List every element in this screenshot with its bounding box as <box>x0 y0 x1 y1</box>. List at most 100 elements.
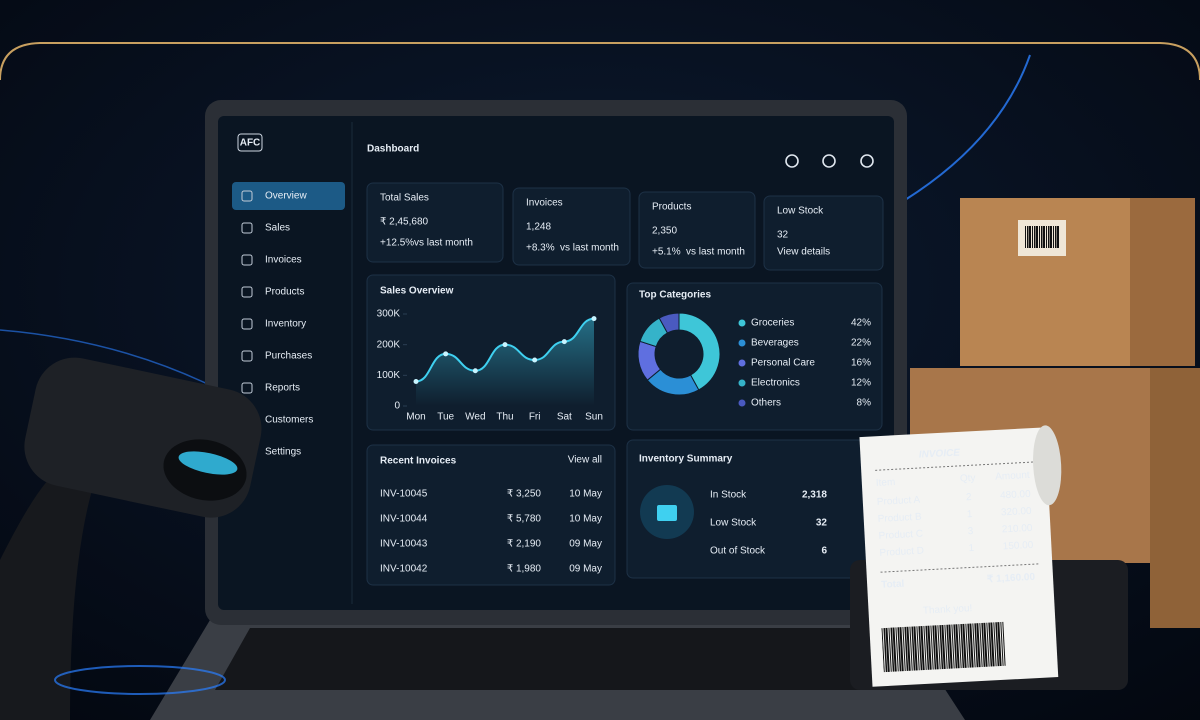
stat-note: vs last month <box>560 243 619 254</box>
logo: AFC <box>240 138 261 149</box>
rule <box>875 461 1035 471</box>
invoice-id: INV-10042 <box>380 564 428 575</box>
nav-item[interactable]: Customers <box>265 415 313 426</box>
receipt-cell: 1 <box>967 509 974 520</box>
scanner <box>0 357 262 720</box>
nav-item[interactable]: Sales <box>265 223 290 234</box>
inventory-value: 2,318 <box>802 490 827 501</box>
stat-card <box>512 187 631 266</box>
nav-active <box>232 182 345 210</box>
receipt-footer: Thank you! <box>923 603 973 617</box>
x-tick-label: Fri <box>529 412 541 423</box>
line-point <box>472 368 478 374</box>
stat-label: Invoices <box>526 198 563 209</box>
receipt-title: INVOICE <box>919 447 961 460</box>
stat-label: Total Sales <box>380 193 429 204</box>
header-icon[interactable] <box>822 154 836 168</box>
x-tick-label: Sun <box>585 412 603 423</box>
stat-value: ₹ 2,45,680 <box>380 217 429 228</box>
legend-value: 22% <box>851 338 871 349</box>
x-tick-label: Mon <box>406 412 425 423</box>
receipt: INVOICE Item Qty Amount Product A 2 480.00 Prod… <box>859 425 1062 687</box>
invoice-date: 10 May <box>569 514 602 525</box>
receipt-cell: Product C <box>878 529 923 542</box>
invoice-date: 09 May <box>569 564 602 575</box>
invoice-date: 09 May <box>569 539 602 550</box>
legend-value: 16% <box>851 358 871 369</box>
legend-label: Groceries <box>751 318 794 329</box>
nav-icon <box>241 254 253 266</box>
legend-dot <box>738 319 746 327</box>
invoice-amount: ₹ 2,190 <box>507 539 542 550</box>
receipt-cell: Product A <box>877 495 921 508</box>
stat-change: +8.3% <box>526 243 555 254</box>
invoice-id: INV-10045 <box>380 489 428 500</box>
line-area <box>416 318 594 406</box>
receipt-cell: 2 <box>966 492 973 503</box>
receipt-col: Item <box>876 477 896 489</box>
nav-icon <box>241 286 253 298</box>
stat-card <box>366 182 504 263</box>
nav-item[interactable]: Inventory <box>265 319 306 330</box>
stat-value: 2,350 <box>652 226 677 237</box>
nav-icon <box>241 222 253 234</box>
rule <box>880 563 1041 573</box>
inventory-value: 6 <box>821 546 827 557</box>
receipt-col: Amount <box>995 470 1030 483</box>
receipt-cell: 150.00 <box>1002 540 1034 553</box>
stat-note: vs last month <box>414 238 473 249</box>
legend-label: Others <box>751 398 781 409</box>
invoice-id: INV-10044 <box>380 514 428 525</box>
y-tick-label: 0 <box>394 401 400 412</box>
nav-icon <box>241 350 253 362</box>
legend-label: Beverages <box>751 338 799 349</box>
invoice-amount: ₹ 3,250 <box>507 489 542 500</box>
chart-title: Top Categories <box>639 290 711 301</box>
dashboard: AFC Dashboard Overview Sales Invoices Product… <box>232 133 884 586</box>
nav-item[interactable]: Overview <box>265 191 307 202</box>
legend-label: Personal Care <box>751 358 815 369</box>
legend-dot <box>738 399 746 407</box>
link[interactable]: View all <box>568 455 602 466</box>
nav-item[interactable]: Invoices <box>265 255 302 266</box>
glow-arc <box>904 54 1031 201</box>
line-point <box>532 357 538 363</box>
stat-value: 1,248 <box>526 222 551 233</box>
receipt-cell: Product D <box>879 546 924 559</box>
panel-title: Recent Invoices <box>380 456 457 467</box>
nav-item[interactable]: Reports <box>265 383 300 394</box>
receipt-total: ₹ 1,160.00 <box>987 572 1036 586</box>
invoice-amount: ₹ 1,980 <box>507 564 542 575</box>
nav-item[interactable]: Settings <box>265 447 301 458</box>
header-icon[interactable] <box>785 154 799 168</box>
inventory-icon <box>657 505 677 521</box>
stat-change: +5.1% <box>652 247 681 258</box>
line-point <box>502 342 508 348</box>
y-tick-label: 200K <box>377 339 401 350</box>
panel <box>366 444 616 586</box>
receipt-cell: 320.00 <box>1001 506 1033 519</box>
receipt-col: Qty <box>960 473 976 485</box>
nav-item[interactable]: Purchases <box>265 351 312 362</box>
y-tick-label: 300K <box>377 309 401 320</box>
inventory-label: In Stock <box>710 490 747 501</box>
legend-dot <box>738 379 746 387</box>
nav-item[interactable]: Products <box>265 287 304 298</box>
receipt-cell: 3 <box>967 526 974 537</box>
line-point <box>443 351 449 357</box>
stat-link[interactable]: View details <box>777 247 830 258</box>
x-tick-label: Sat <box>557 412 572 423</box>
stat-note: vs last month <box>686 247 745 258</box>
inventory-label: Out of Stock <box>710 546 766 557</box>
header-icon[interactable] <box>860 154 874 168</box>
receipt-cell: Product B <box>877 512 922 525</box>
glow-arc <box>0 329 221 391</box>
invoice-date: 10 May <box>569 489 602 500</box>
inventory-label: Low Stock <box>710 518 757 529</box>
line-point <box>413 378 419 384</box>
nav-icon <box>241 190 253 202</box>
nav-icon <box>241 382 253 394</box>
pie-slice <box>658 312 680 334</box>
